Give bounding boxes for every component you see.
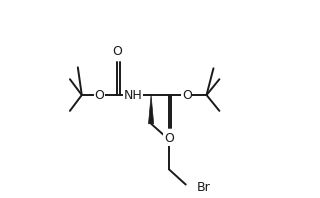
Text: O: O [164,132,174,145]
Text: O: O [113,45,122,58]
Text: O: O [95,89,105,102]
Polygon shape [148,95,154,124]
Text: O: O [182,89,192,102]
Text: NH: NH [124,89,143,102]
Text: Br: Br [196,181,210,194]
